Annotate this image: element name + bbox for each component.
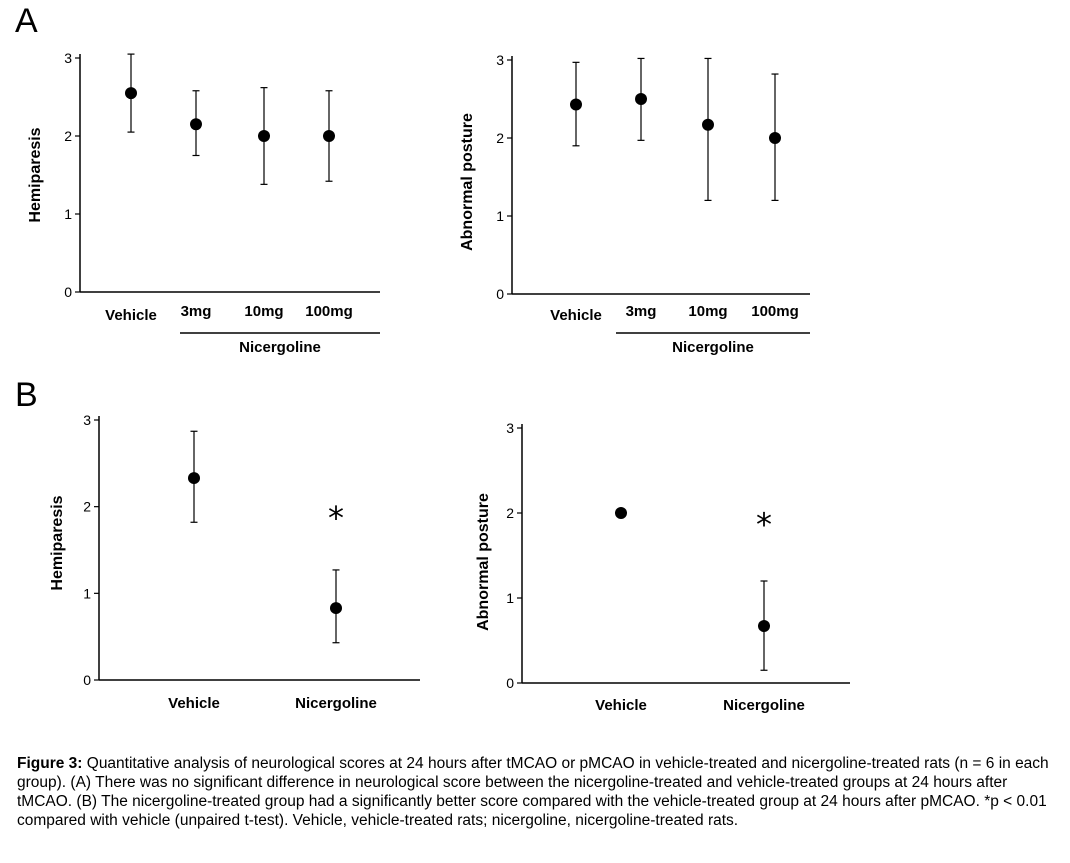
y-tick-label: 0 <box>83 672 91 688</box>
y-tick-label: 3 <box>64 50 72 66</box>
y-axis-label: Hemiparesis <box>49 495 66 590</box>
data-point <box>125 87 137 100</box>
y-axis-label: Hemiparesis <box>27 127 44 222</box>
x-category-label: Vehicle <box>595 697 647 714</box>
y-tick-label: 1 <box>496 208 504 224</box>
data-point <box>615 507 627 519</box>
y-tick-label: 1 <box>83 585 91 601</box>
data-point <box>769 132 781 144</box>
x-category-label: 3mg <box>181 303 212 320</box>
x-category-label: Nicergoline <box>295 695 377 712</box>
y-tick-label: 1 <box>64 206 72 222</box>
group-label: Nicergoline <box>672 339 754 356</box>
y-axis-label: Abnormal posture <box>475 493 492 631</box>
y-tick-label: 3 <box>83 412 91 428</box>
figure-charts: 0 1 2 3 Hemiparesis Vehicle 3mg 10mg 100mg Nicerg… <box>27 50 850 714</box>
data-point <box>258 130 270 142</box>
data-point <box>323 130 335 142</box>
y-tick-label: 2 <box>506 505 514 521</box>
x-category-label: 100mg <box>751 303 799 320</box>
x-category-label: Vehicle <box>105 307 157 324</box>
chart-4: 0 1 2 3 Abnormal posture Vehicle Nicergoline * <box>475 420 850 714</box>
caption-label: Figure 3: <box>17 755 83 772</box>
y-tick-label: 2 <box>83 499 91 515</box>
x-category-label: Vehicle <box>550 307 602 324</box>
significance-asterisk: * <box>328 499 344 537</box>
figure-caption: Figure 3: Quantitative analysis of neuro… <box>17 754 1057 830</box>
y-tick-label: 1 <box>506 590 514 606</box>
y-tick-label: 3 <box>506 420 514 436</box>
group-label: Nicergoline <box>239 339 321 356</box>
y-tick-label: 0 <box>506 675 514 691</box>
x-category-label: Nicergoline <box>723 697 805 714</box>
panel-letter-a: A <box>15 2 38 40</box>
chart-1: 0 1 2 3 Hemiparesis Vehicle 3mg 10mg 100mg Nicerg… <box>27 50 380 356</box>
y-tick-label: 2 <box>496 130 504 146</box>
y-axis-label: Abnormal posture <box>459 113 476 251</box>
y-tick-label: 2 <box>64 128 72 144</box>
y-tick-label: 0 <box>64 284 72 300</box>
x-category-label: Vehicle <box>168 695 220 712</box>
data-point <box>702 118 714 131</box>
chart-2: 0 1 2 3 Abnormal posture Vehicle 3mg 10mg 100mg N… <box>459 52 810 356</box>
data-point <box>570 98 582 111</box>
y-tick-label: 3 <box>496 52 504 68</box>
significance-asterisk: * <box>756 505 772 543</box>
chart-3: 0 1 2 3 Hemiparesis Vehicle Nicergoline * <box>49 412 420 712</box>
data-point <box>188 472 200 485</box>
data-point <box>635 93 647 105</box>
y-tick-label: 0 <box>496 286 504 302</box>
data-point <box>758 620 770 633</box>
x-category-label: 3mg <box>626 303 657 320</box>
x-category-label: 10mg <box>244 303 283 320</box>
x-category-label: 10mg <box>688 303 727 320</box>
caption-text: Quantitative analysis of neurological sc… <box>17 755 1049 829</box>
data-point <box>330 602 342 615</box>
panel-letter-b: B <box>15 376 38 414</box>
data-point <box>190 118 202 131</box>
x-category-label: 100mg <box>305 303 353 320</box>
